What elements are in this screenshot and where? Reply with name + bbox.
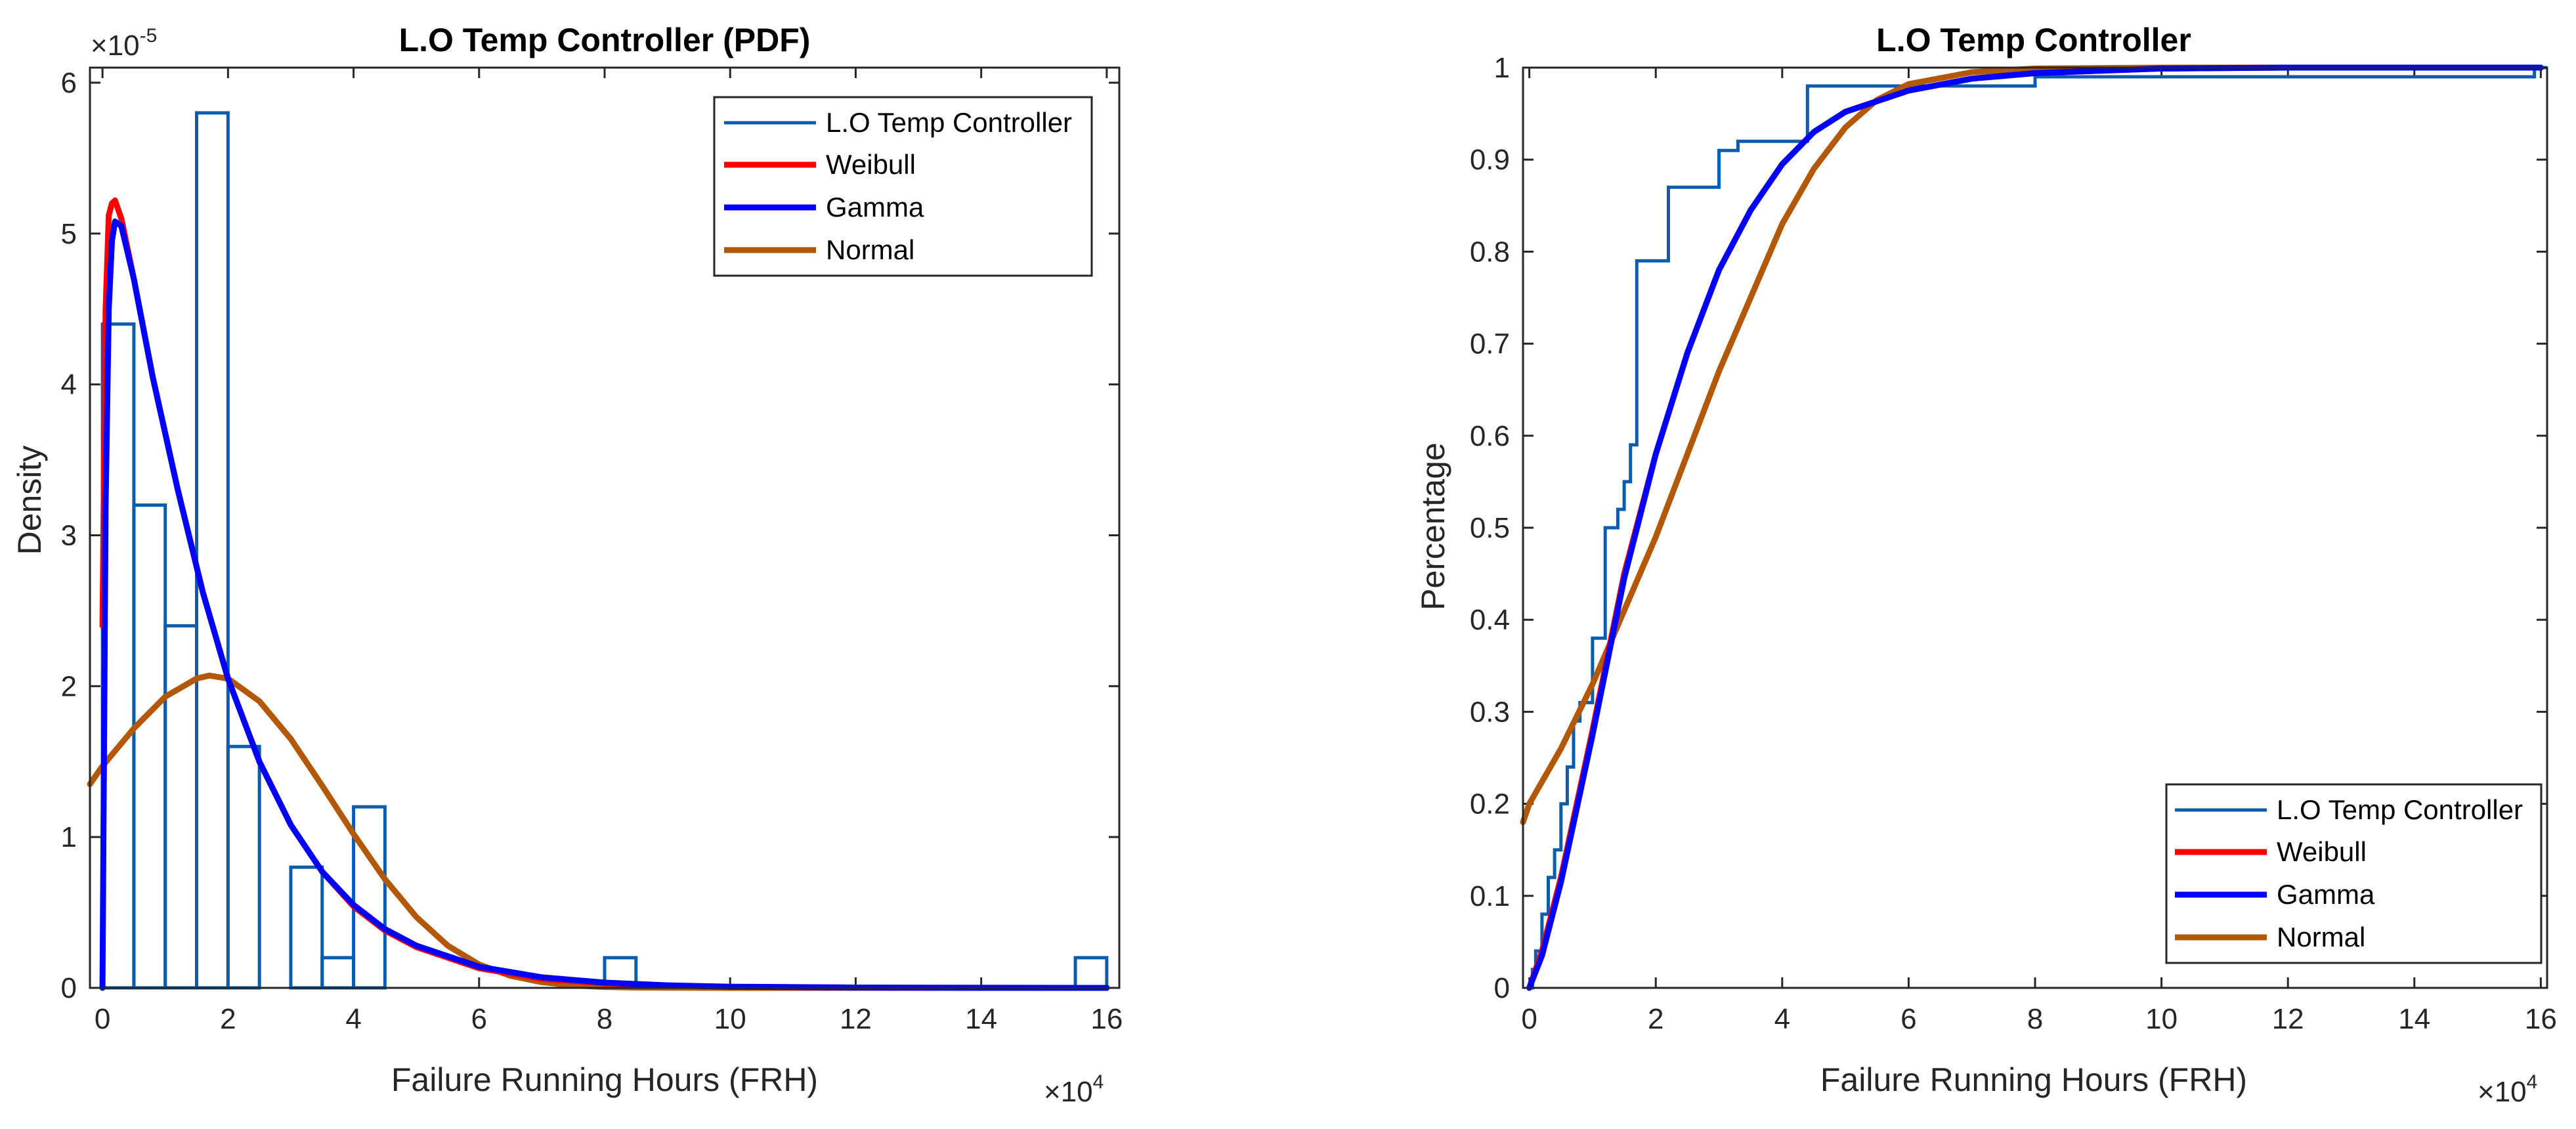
pdf-y-tick-label: 1 (61, 821, 77, 853)
pdf-y-tick-label: 3 (61, 519, 77, 551)
pdf-y-tick-label: 4 (61, 369, 77, 401)
cdf-y-tick-label: 0 (1494, 972, 1510, 1004)
cdf-y-axis-label: Percentage (1415, 442, 1451, 610)
cdf-legend-label-gamma: Gamma (2277, 879, 2375, 910)
cdf-legend: L.O Temp Controller Weibull Gamma Normal (2165, 783, 2543, 964)
cdf-y-tick-label: 0.5 (1470, 512, 1510, 544)
cdf-plot-frame (1522, 66, 2548, 989)
pdf-chart: L.O Temp Controller (PDF) Density Failur… (11, 22, 1123, 1108)
pdf-line-gamma (99, 218, 1110, 991)
pdf-chart-title: L.O Temp Controller (PDF) (399, 22, 811, 58)
cdf-y-tick-label: 0.3 (1470, 696, 1510, 728)
pdf-legend-label-data: L.O Temp Controller (826, 107, 1072, 138)
cdf-empirical-stairs (1529, 66, 2547, 990)
cdf-x-tick-label: 12 (2272, 1003, 2304, 1035)
cdf-legend-label-weibull: Weibull (2277, 836, 2367, 867)
cdf-y-tick-label: 1 (1494, 52, 1510, 84)
cdf-y-tick-label: 0.9 (1470, 144, 1510, 176)
pdf-x-tick-label: 12 (840, 1003, 872, 1035)
pdf-y-tick-label: 0 (61, 972, 77, 1004)
cdf-x-tick-label: 8 (2027, 1003, 2043, 1035)
cdf-x-tick-label: 4 (1774, 1003, 1790, 1035)
pdf-y-tick-label: 2 (61, 670, 77, 702)
cdf-y-tick-label: 0.8 (1470, 236, 1510, 268)
cdf-chart: L.O Temp Controller Percentage Failure R… (1415, 22, 2557, 1108)
cdf-chart-title: L.O Temp Controller (1876, 22, 2191, 58)
pdf-x-axis-label: Failure Running Hours (FRH) (391, 1061, 818, 1098)
pdf-legend-label-weibull: Weibull (826, 149, 916, 180)
cdf-y-tick-label: 0.7 (1470, 328, 1510, 360)
cdf-x-tick-label: 0 (1521, 1003, 1537, 1035)
pdf-x-tick-label: 4 (345, 1003, 361, 1035)
pdf-y-axis-label: Density (11, 446, 48, 555)
cdf-x-tick-label: 6 (1900, 1003, 1916, 1035)
cdf-y-tick-label: 0.1 (1470, 880, 1510, 912)
pdf-x-tick-label: 14 (965, 1003, 997, 1035)
cdf-legend-label-data: L.O Temp Controller (2277, 794, 2523, 825)
cdf-x-tick-label: 2 (1648, 1003, 1664, 1035)
cdf-empirical (1529, 66, 2547, 990)
pdf-legend-label-gamma: Gamma (826, 192, 924, 223)
pdf-x-tick-label: 2 (220, 1003, 236, 1035)
cdf-x-tick-label: 16 (2525, 1003, 2557, 1035)
cdf-legend-box (2165, 783, 2543, 964)
pdf-x-tick-label: 6 (471, 1003, 487, 1035)
cdf-legend-label-normal: Normal (2277, 922, 2365, 952)
cdf-ticks: 0 2 4 6 8 10 12 14 16 0 0.1 0.2 0.3 0.4 0.5 0.6 0.7 0.8 0.… (1470, 52, 2557, 1035)
cdf-x-tick-label: 14 (2398, 1003, 2430, 1035)
pdf-y-tick-label: 6 (61, 67, 77, 99)
cdf-x-axis-label: Failure Running Hours (FRH) (1820, 1061, 2247, 1098)
pdf-y-tick-label: 5 (61, 218, 77, 250)
pdf-legend-box (713, 96, 1093, 277)
pdf-x-tick-label: 10 (714, 1003, 746, 1035)
cdf-y-tick-label: 0.6 (1470, 420, 1510, 452)
pdf-legend: L.O Temp Controller Weibull Gamma Normal (713, 96, 1093, 277)
pdf-plot-frame (89, 66, 1121, 989)
cdf-y-tick-label: 0.2 (1470, 788, 1510, 820)
pdf-x-tick-label: 16 (1090, 1003, 1123, 1035)
pdf-x-tick-label: 0 (95, 1003, 110, 1035)
pdf-legend-label-normal: Normal (826, 234, 914, 265)
cdf-x-tick-label: 10 (2145, 1003, 2178, 1035)
pdf-x-tick-label: 8 (597, 1003, 612, 1035)
cdf-y-tick-label: 0.4 (1470, 604, 1510, 636)
